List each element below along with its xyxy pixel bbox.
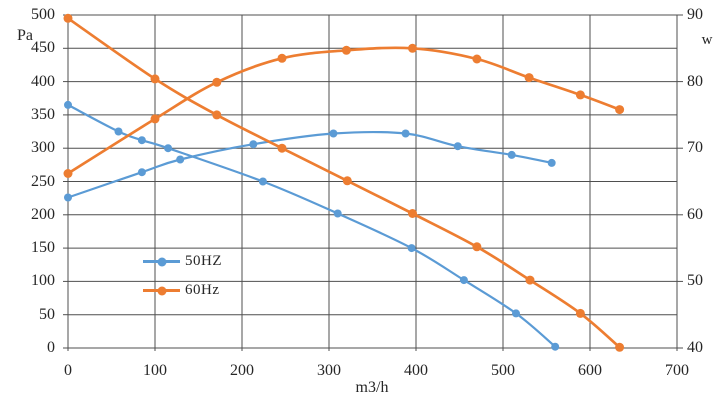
y-left-tick-label: 100 <box>31 272 55 290</box>
series-50hz-static-pressure <box>64 100 560 351</box>
data-point-marker <box>472 242 482 252</box>
y-left-tick-label: 400 <box>31 72 55 90</box>
x-tick-label: 400 <box>404 362 428 379</box>
data-point-marker <box>150 114 160 124</box>
x-tick-label: 700 <box>665 362 689 379</box>
data-point-marker <box>64 100 72 109</box>
data-point-marker <box>615 342 625 352</box>
series-line <box>66 103 557 348</box>
y-left-tick-label: 450 <box>31 39 55 57</box>
data-point-marker <box>329 129 338 138</box>
data-point-marker <box>407 244 416 253</box>
data-point-marker <box>341 45 351 55</box>
grid-layer <box>63 14 683 351</box>
data-point-marker <box>277 53 287 63</box>
data-point-marker <box>551 342 560 351</box>
data-point-marker <box>277 143 287 153</box>
data-point-marker <box>507 150 516 159</box>
data-point-marker <box>63 13 73 23</box>
y-left-tick-label: 250 <box>31 172 55 190</box>
y-right-tick-label: 70 <box>687 139 703 157</box>
data-point-marker <box>249 140 258 149</box>
series-60hz-static-pressure <box>63 13 625 352</box>
data-point-marker <box>401 129 410 138</box>
data-point-marker <box>137 168 146 177</box>
legend-item-60hz: 60Hz <box>143 276 222 305</box>
x-tick-label: 600 <box>578 362 602 379</box>
data-point-marker <box>615 105 625 115</box>
y-right-tick-label: 50 <box>687 272 703 290</box>
y-right-tick-label: 60 <box>687 205 703 223</box>
right-axis-unit-label: w <box>701 32 713 48</box>
data-point-marker <box>137 136 146 145</box>
data-point-marker <box>408 43 417 53</box>
legend-label-60hz: 60Hz <box>185 282 220 298</box>
y-left-tick-label: 50 <box>39 305 55 323</box>
data-point-marker <box>342 176 352 186</box>
data-point-marker <box>114 127 123 136</box>
y-left-tick-label: 500 <box>31 6 55 23</box>
y-right-tick-label: 90 <box>687 6 703 23</box>
legend-dot-50hz-icon <box>157 257 166 266</box>
left-axis-unit-label: Pa <box>17 27 33 44</box>
legend-line-marker-50hz-icon <box>143 257 180 266</box>
data-point-marker <box>408 209 417 218</box>
y-left-tick-label: 300 <box>31 139 55 157</box>
data-point-marker <box>150 74 160 84</box>
data-point-marker <box>333 209 342 218</box>
x-tick-label: 100 <box>143 362 167 379</box>
chart-legend: 50HZ 60Hz <box>143 247 222 305</box>
data-point-marker <box>575 90 585 100</box>
data-point-marker <box>176 155 185 164</box>
legend-item-50hz: 50HZ <box>143 247 222 276</box>
legend-line-marker-60hz-icon <box>143 286 180 295</box>
data-point-marker <box>472 54 482 64</box>
y-left-tick-label: 150 <box>31 239 55 257</box>
legend-dot-60hz-icon <box>157 286 166 295</box>
data-point-marker <box>212 110 222 120</box>
data-point-marker <box>453 142 462 151</box>
data-point-marker <box>524 73 534 83</box>
data-point-marker <box>258 177 267 186</box>
series-line <box>66 16 621 349</box>
data-point-marker <box>212 77 222 87</box>
y-right-tick-label: 40 <box>687 339 703 356</box>
y-left-tick-label: 200 <box>31 205 55 223</box>
series-50hz-power <box>64 129 556 202</box>
data-point-marker <box>547 158 556 167</box>
y-left-tick-label: 350 <box>31 105 55 123</box>
legend-label-50hz: 50HZ <box>185 253 222 269</box>
data-point-marker <box>575 308 585 318</box>
data-point-marker <box>64 193 72 202</box>
series-line <box>66 46 621 175</box>
x-tick-label: 200 <box>230 362 254 379</box>
data-point-marker <box>512 309 520 318</box>
data-point-marker <box>459 276 468 285</box>
y-right-tick-label: 80 <box>687 72 703 90</box>
x-tick-label: 500 <box>491 362 515 379</box>
data-point-marker <box>525 275 535 285</box>
data-point-marker <box>63 169 73 178</box>
data-point-marker <box>164 144 173 153</box>
x-tick-label: 0 <box>64 362 72 379</box>
x-axis-unit-label: m3/h <box>355 379 389 396</box>
series-60hz-power <box>63 43 625 178</box>
x-tick-label: 300 <box>317 362 341 379</box>
y-left-tick-label: 0 <box>47 339 55 356</box>
